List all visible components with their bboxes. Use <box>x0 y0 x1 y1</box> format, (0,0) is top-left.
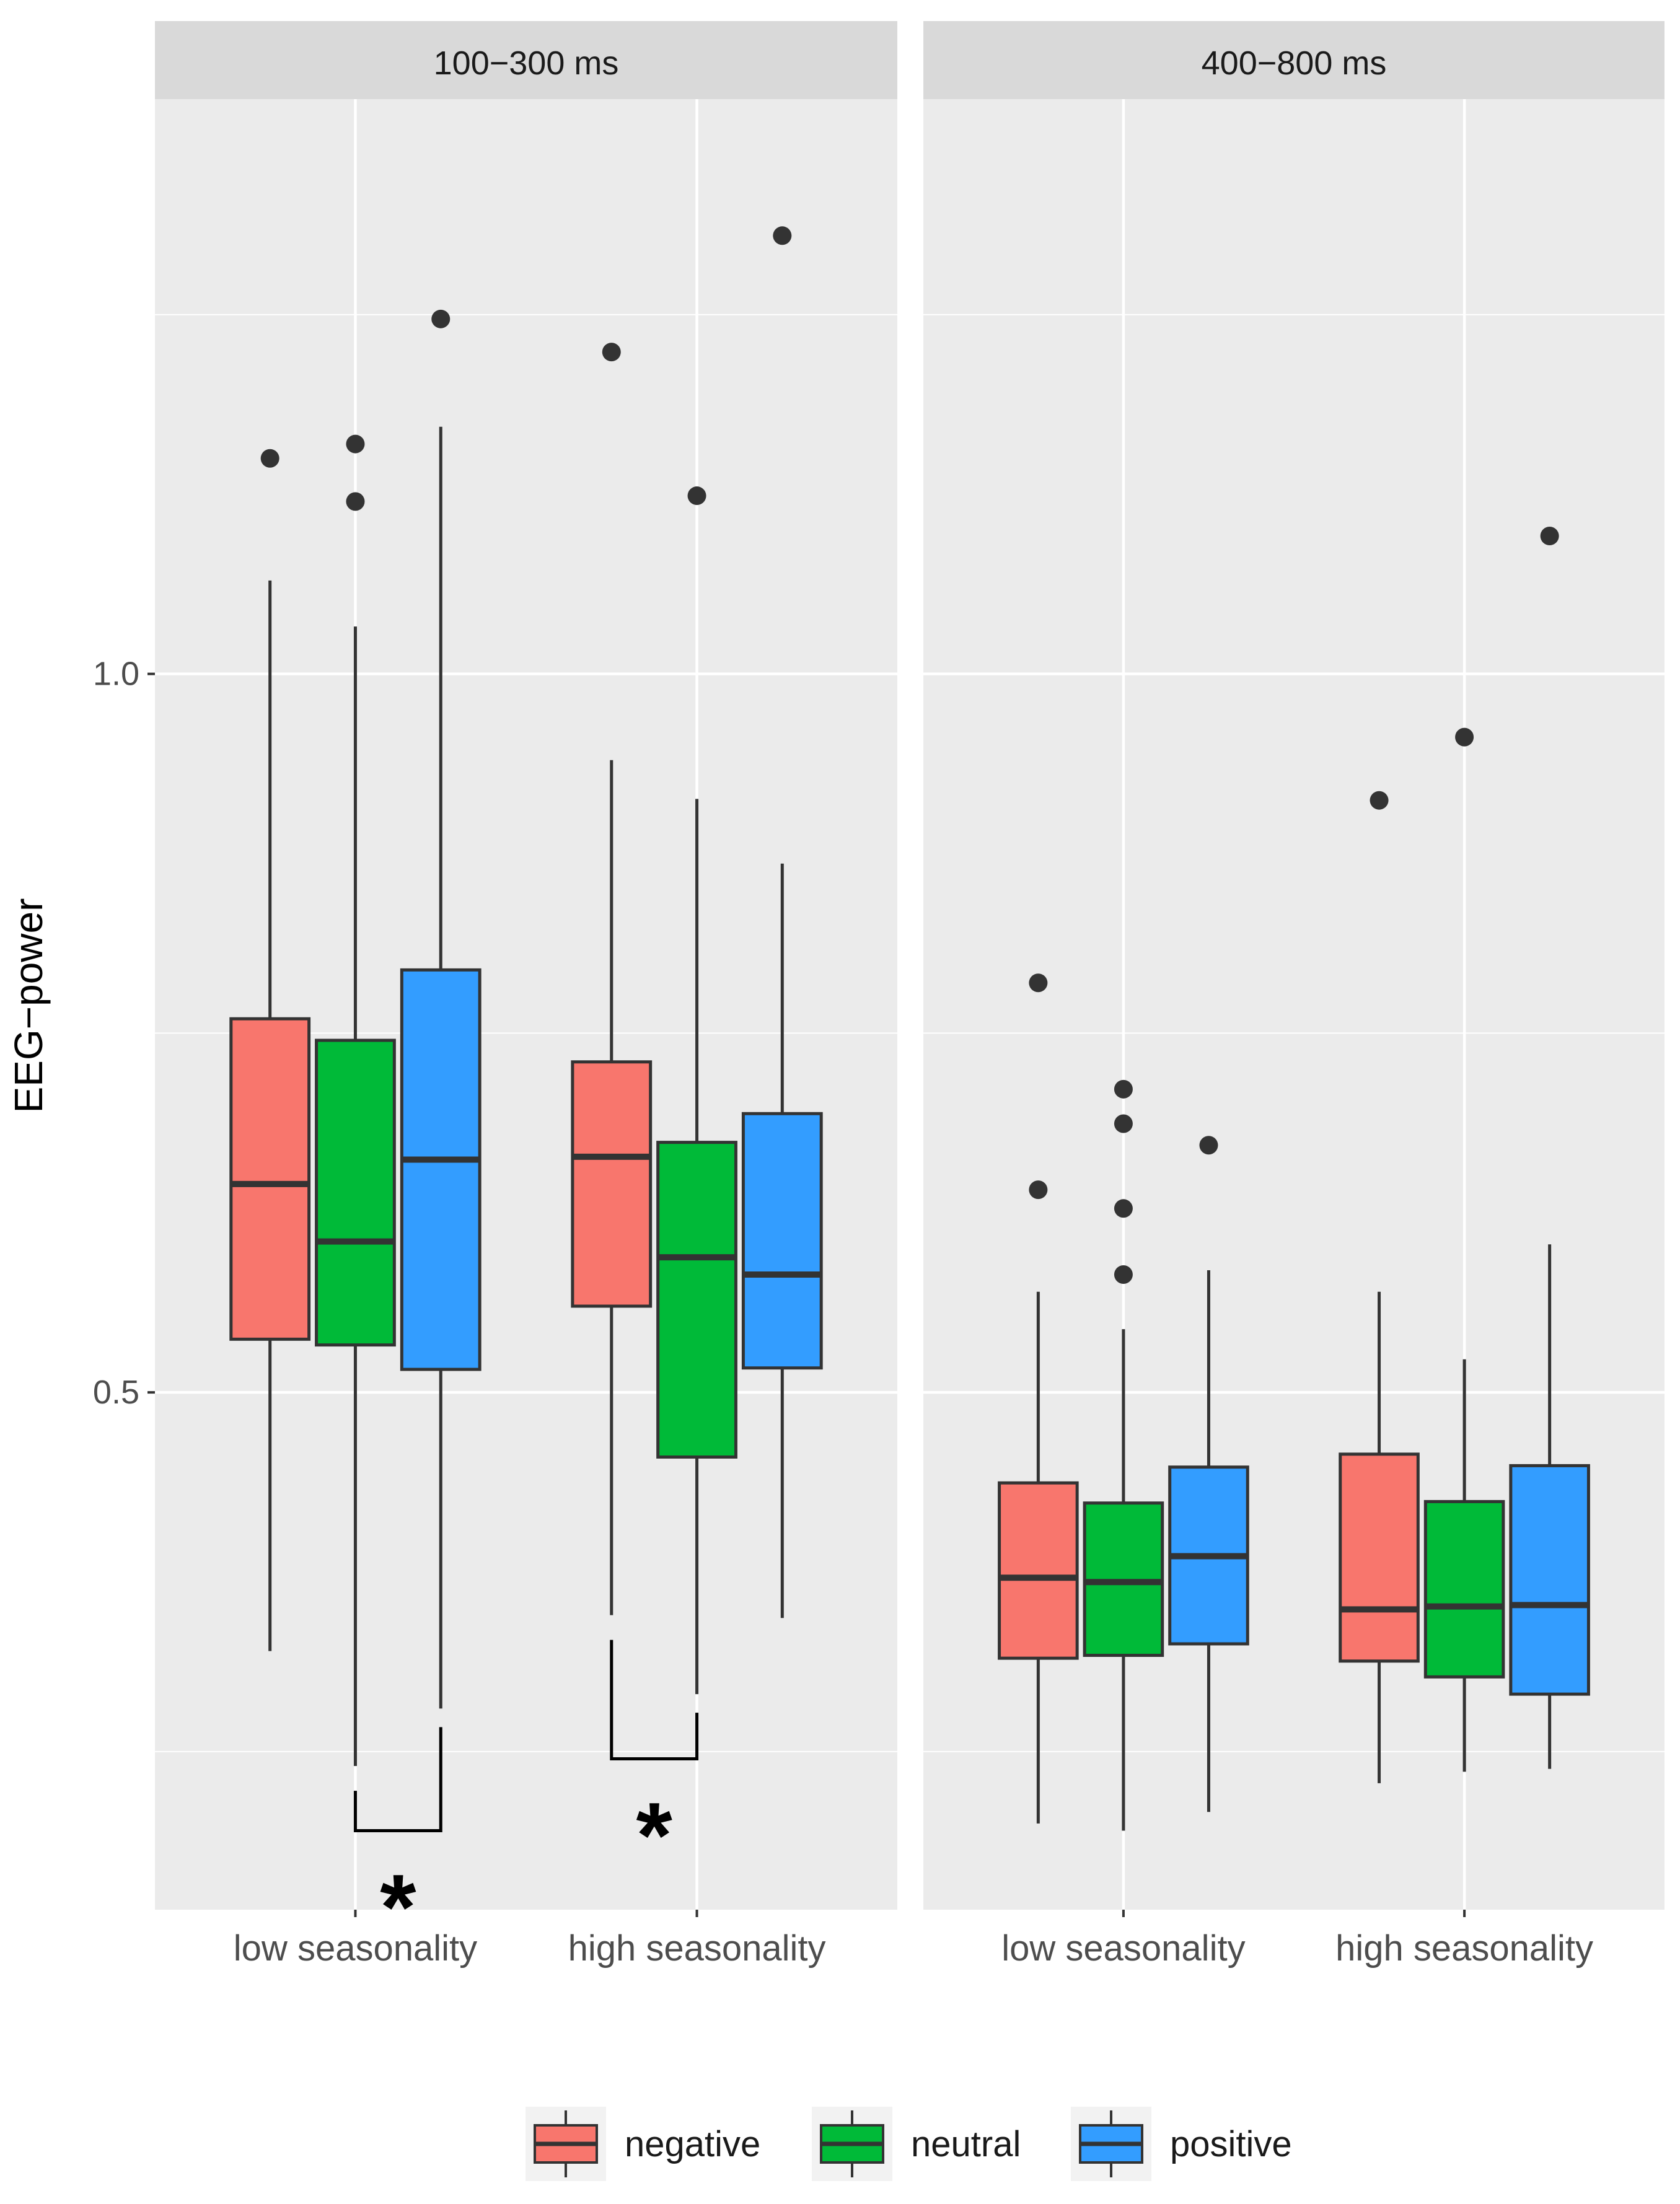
y-axis-title: EEG−power <box>6 898 51 1113</box>
y-tick-label: 0.5 <box>93 1374 139 1411</box>
facet-panel: 100−300 ms low seasonality high seasonalit… <box>155 21 897 1969</box>
facet-strip-title: 100−300 ms <box>434 45 619 82</box>
facet-strip-title: 400−800 ms <box>1202 45 1387 82</box>
box-iqr <box>229 1017 311 1341</box>
facet-strip <box>923 21 1665 99</box>
box-negative <box>229 449 311 1651</box>
outlier-point <box>1114 1199 1133 1218</box>
x-tick-label: high seasonality <box>1335 1928 1593 1969</box>
box-iqr <box>656 1141 737 1459</box>
panel-background <box>155 99 897 1910</box>
outlier-point <box>1114 1265 1133 1284</box>
box-neutral <box>1423 727 1505 1772</box>
box-negative <box>571 343 653 1615</box>
significance-bracket <box>353 1727 442 1832</box>
significance-star: * <box>380 1855 416 1959</box>
box-positive <box>1168 1136 1249 1812</box>
box-iqr <box>998 1481 1079 1660</box>
x-tick-label: low seasonality <box>234 1928 477 1969</box>
facet-panels: 0.5 1.0 100−300 ms low seasonality high seas… <box>93 21 1665 1969</box>
box-iqr <box>1339 1452 1420 1663</box>
legend-label: negative <box>625 2124 760 2164</box>
outlier-point <box>1540 526 1559 545</box>
outlier-point <box>1114 1114 1133 1133</box>
outlier-point <box>1455 727 1474 747</box>
outlier-point <box>1370 791 1389 810</box>
x-tick-label: high seasonality <box>568 1928 826 1969</box>
legend: negative neutral positive <box>526 2107 1292 2181</box>
box-neutral <box>315 434 396 1767</box>
outlier-point <box>1114 1079 1133 1099</box>
box-neutral <box>656 486 737 1695</box>
box-positive <box>741 226 823 1618</box>
box-positive <box>1509 526 1590 1769</box>
significance-star: * <box>636 1783 672 1887</box>
outlier-point <box>1199 1136 1218 1155</box>
facet-strip <box>155 21 897 99</box>
box-iqr <box>315 1038 396 1347</box>
box-positive <box>400 309 482 1709</box>
outlier-point <box>431 309 451 328</box>
legend-label: positive <box>1170 2124 1292 2164</box>
outlier-point <box>687 486 706 506</box>
outlier-point <box>1029 1180 1048 1200</box>
box-iqr <box>400 968 482 1371</box>
facet-panel: 400−800 ms low seasonality high seasonalit… <box>923 21 1665 1969</box>
box-iqr <box>741 1112 823 1370</box>
legend-item-neutral: neutral <box>812 2107 1021 2181</box>
x-tick-label: low seasonality <box>1001 1928 1245 1969</box>
outlier-point <box>773 226 792 245</box>
outlier-point <box>346 434 365 454</box>
outlier-point <box>1029 973 1048 993</box>
box-negative <box>998 973 1079 1824</box>
legend-label: neutral <box>911 2124 1021 2164</box>
box-iqr <box>1423 1499 1505 1679</box>
significance-bracket <box>610 1640 699 1760</box>
box-negative <box>1339 791 1420 1783</box>
box-neutral <box>1083 1079 1164 1831</box>
outlier-point <box>346 492 365 511</box>
y-tick-label: 1.0 <box>93 656 139 693</box>
outlier-point <box>260 449 279 468</box>
outlier-point <box>602 343 621 362</box>
box-iqr <box>1509 1464 1590 1696</box>
legend-item-negative: negative <box>526 2107 760 2181</box>
box-iqr <box>571 1060 653 1308</box>
legend-item-positive: positive <box>1071 2107 1292 2181</box>
